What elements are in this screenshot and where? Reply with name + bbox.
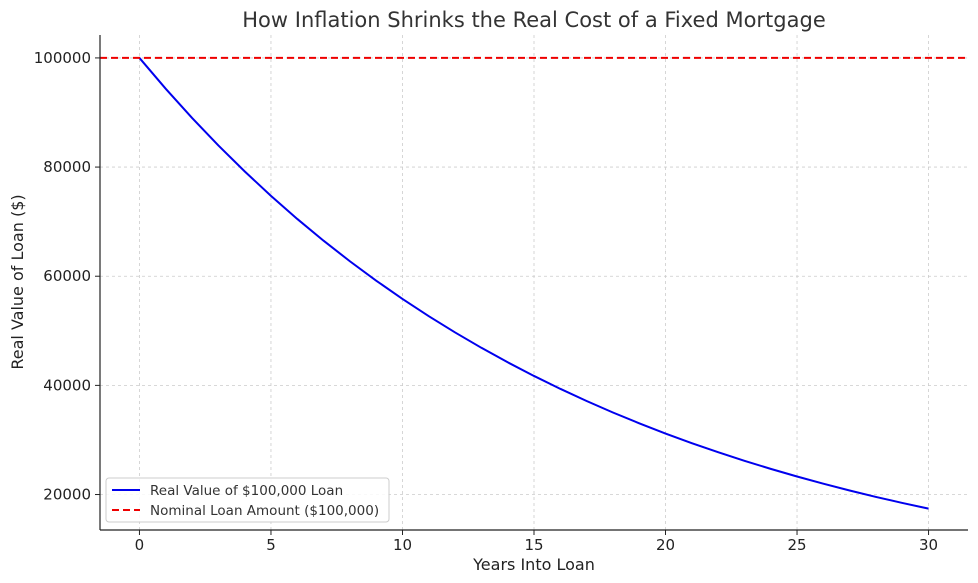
grid (100, 35, 968, 530)
y-tick-label: 80000 (43, 158, 91, 176)
real-value-line (138, 57, 929, 510)
x-tick-label: 25 (787, 536, 806, 554)
y-axis-label: Real Value of Loan ($) (8, 194, 27, 369)
x-tick-label: 0 (135, 536, 145, 554)
legend: Real Value of $100,000 Loan Nominal Loan … (105, 477, 390, 523)
axes: 0 5 10 15 20 25 30 20000 40000 60000 80000 100000 (34, 35, 968, 554)
y-tick-label: 40000 (43, 376, 91, 394)
x-tick-label: 20 (656, 536, 675, 554)
legend-box (105, 477, 390, 523)
x-tick-label: 30 (919, 536, 938, 554)
x-tick-label: 15 (524, 536, 543, 554)
chart-title: How Inflation Shrinks the Real Cost of a… (242, 8, 825, 32)
y-tick-label: 100000 (34, 49, 91, 67)
legend-label: Real Value of $100,000 Loan (150, 483, 343, 499)
y-tick-label: 60000 (43, 267, 91, 285)
x-tick-label: 10 (393, 536, 412, 554)
x-tick-label: 5 (266, 536, 276, 554)
legend-label: Nominal Loan Amount ($100,000) (150, 503, 379, 519)
y-tick-label: 20000 (43, 486, 91, 504)
x-axis-label: Years Into Loan (472, 555, 595, 574)
plot-series (100, 56, 968, 510)
